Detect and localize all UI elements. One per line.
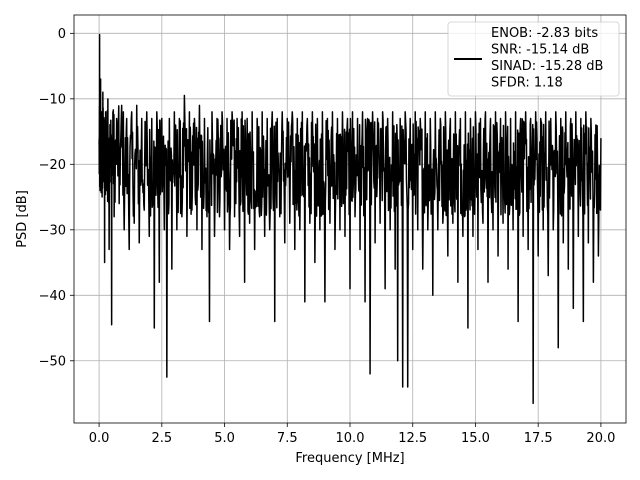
x-tick-label: 5.0 bbox=[214, 431, 235, 446]
y-tick-label: 0 bbox=[58, 27, 66, 42]
x-axis-ticks: 0.0 2.5 5.0 7.5 10.0 12.5 15.0 17.5 20.0 bbox=[89, 423, 615, 446]
x-tick-label: 20.0 bbox=[586, 431, 615, 446]
legend-sfdr: SFDR: 1.18 bbox=[491, 76, 563, 91]
x-tick-label: 7.5 bbox=[277, 431, 298, 446]
x-tick-label: 2.5 bbox=[151, 431, 172, 446]
y-tick-label: −10 bbox=[39, 92, 66, 107]
y-tick-label: −50 bbox=[39, 354, 66, 369]
y-tick-label: −40 bbox=[39, 289, 66, 304]
y-tick-label: −20 bbox=[39, 158, 66, 173]
y-axis-title: PSD [dB] bbox=[15, 190, 30, 248]
x-tick-label: 0.0 bbox=[89, 431, 110, 446]
legend-enob: ENOB: -2.83 bits bbox=[491, 26, 598, 41]
y-axis-ticks: 0 −10 −20 −30 −40 −50 bbox=[39, 27, 74, 369]
legend-sinad: SINAD: -15.28 dB bbox=[491, 59, 603, 74]
y-tick-label: −30 bbox=[39, 223, 66, 238]
x-tick-label: 12.5 bbox=[398, 431, 427, 446]
legend-box bbox=[447, 21, 620, 97]
legend-snr: SNR: -15.14 dB bbox=[491, 43, 589, 58]
x-tick-label: 17.5 bbox=[524, 431, 553, 446]
psd-series-line bbox=[98, 33, 602, 405]
legend: ENOB: -2.83 bits SNR: -15.14 dB SINAD: -… bbox=[447, 21, 620, 97]
plot-series-group bbox=[98, 33, 602, 405]
x-axis-title: Frequency [MHz] bbox=[295, 451, 404, 466]
x-tick-label: 15.0 bbox=[461, 431, 490, 446]
x-tick-label: 10.0 bbox=[336, 431, 365, 446]
